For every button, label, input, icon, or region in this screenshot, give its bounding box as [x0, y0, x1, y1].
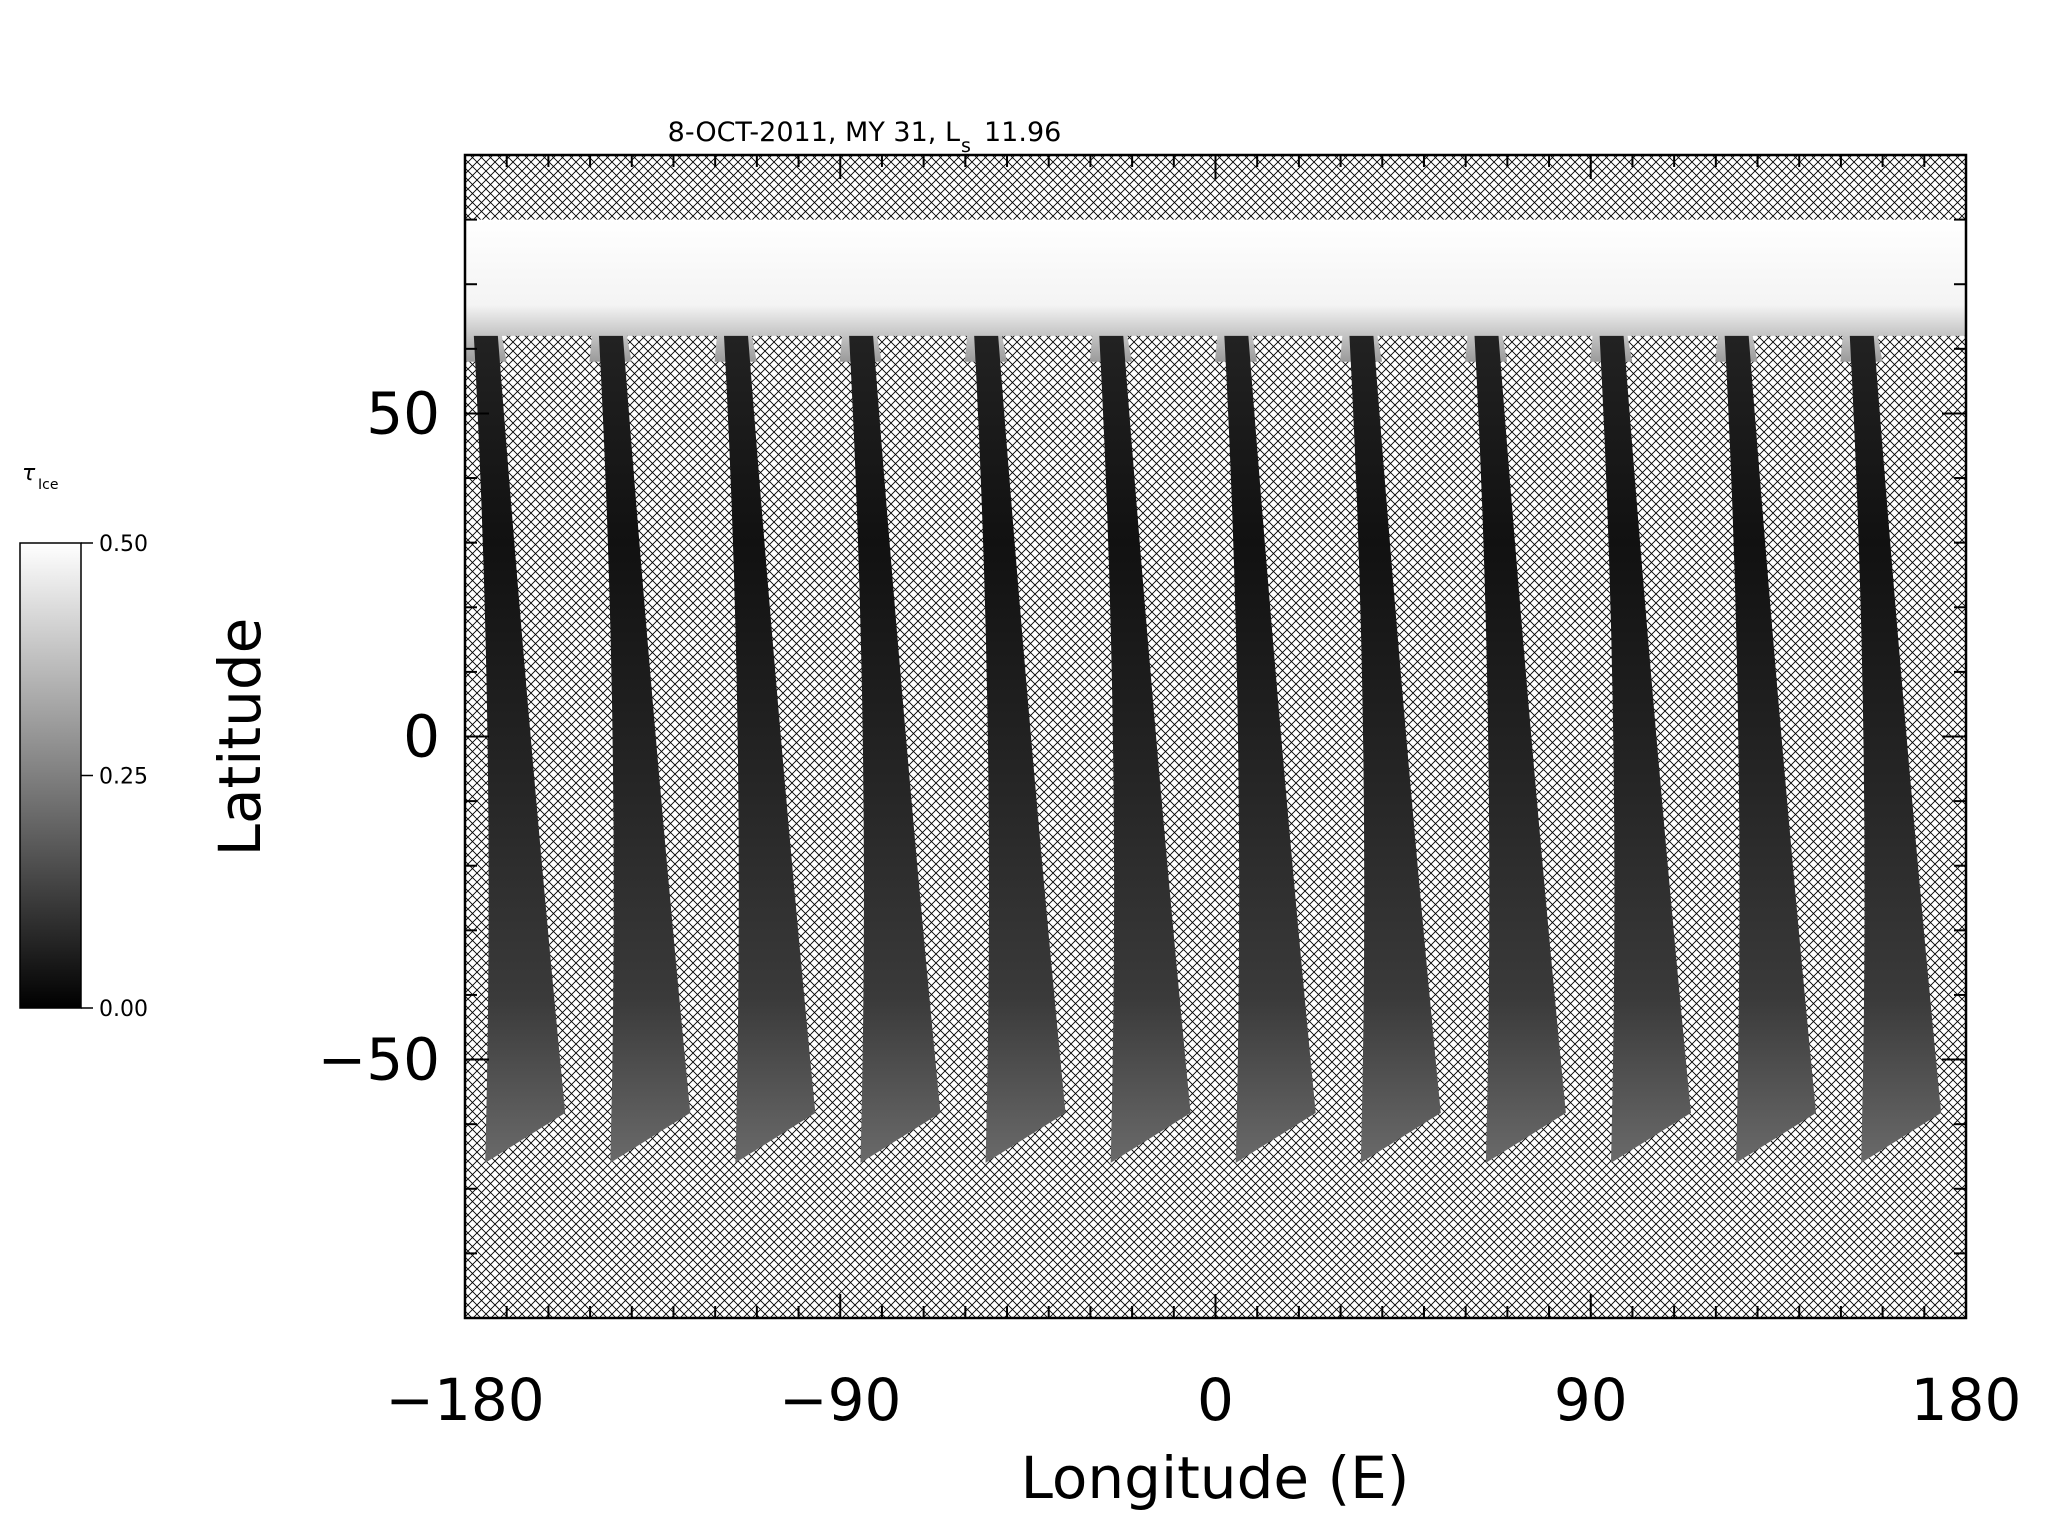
orbit-swath: [1599, 335, 1691, 1163]
orbit-swath: [598, 335, 691, 1163]
swath-gap-hatch: [1627, 335, 1718, 446]
chart-title-value: 11.96: [984, 117, 1061, 148]
orbit-swath: [974, 335, 1066, 1163]
colorbar-tick-label: 0.00: [99, 997, 148, 1022]
y-tick-label: 50: [366, 379, 440, 447]
x-tick-label: 90: [1554, 1366, 1628, 1434]
plot-area: [463, 153, 2048, 1320]
x-tick-label: 180: [1911, 1366, 2022, 1434]
y-axis-label: Latitude: [206, 618, 274, 857]
chart-title: 8-OCT-2011, MY 31, L s 11.96: [668, 117, 1062, 157]
orbit-swath: [1224, 335, 1316, 1163]
y-axis-tick-labels: 50 0 −50: [318, 379, 440, 1093]
x-axis-label: Longitude (E): [1021, 1444, 1410, 1512]
y-tick-label: 0: [403, 703, 440, 771]
swath-gap-hatch: [626, 335, 717, 446]
colorbar-tick-label: 0.25: [99, 765, 148, 790]
x-axis-tick-labels: −180 −90 0 90 180: [385, 1366, 2021, 1434]
swath-gap-hatch: [1377, 335, 1468, 446]
orbit-swath: [473, 335, 566, 1163]
colorbar: τ Ice 0.00 0.25 0.50: [19, 461, 148, 1022]
swath-gap-hatch: [2003, 336, 2048, 446]
orbit-swath: [849, 335, 941, 1163]
swath-gap-hatch: [1252, 335, 1343, 446]
swath-gap-hatch: [752, 335, 843, 446]
swath-gap-hatch: [1752, 335, 1843, 446]
colorbar-gradient: [19, 542, 82, 1009]
orbit-swath: [1975, 336, 2048, 1163]
swath-gap-hatch: [877, 335, 968, 446]
axis-ticks: [464, 154, 1967, 1319]
orbit-swath: [1099, 335, 1191, 1163]
orbit-swath: [1474, 335, 1566, 1163]
chart-title-text: 8-OCT-2011, MY 31, L: [668, 117, 960, 148]
orbit-swath: [1724, 335, 1817, 1163]
swath-gap-hatch: [1502, 335, 1593, 446]
swath-gap-hatch: [501, 335, 592, 446]
orbit-swath: [1349, 335, 1441, 1163]
x-tick-label: −180: [385, 1366, 544, 1434]
colorbar-tick-label: 0.50: [99, 532, 148, 557]
orbit-swath: [1849, 335, 1942, 1163]
swath-gap-hatch: [1002, 335, 1093, 446]
orbit-swaths: [473, 335, 2048, 1163]
x-tick-label: 0: [1197, 1366, 1234, 1434]
swath-gap-hatch: [1877, 335, 1966, 446]
colorbar-ticks: 0.00 0.25 0.50: [81, 532, 148, 1022]
swath-gap-hatch: [1127, 335, 1218, 446]
y-tick-label: −50: [318, 1026, 440, 1094]
colorbar-label: τ: [22, 461, 36, 486]
orbit-swath: [724, 335, 816, 1163]
colorbar-label-subscript: Ice: [38, 477, 58, 493]
x-tick-label: −90: [779, 1366, 901, 1434]
chart-title-subscript: s: [961, 135, 971, 157]
